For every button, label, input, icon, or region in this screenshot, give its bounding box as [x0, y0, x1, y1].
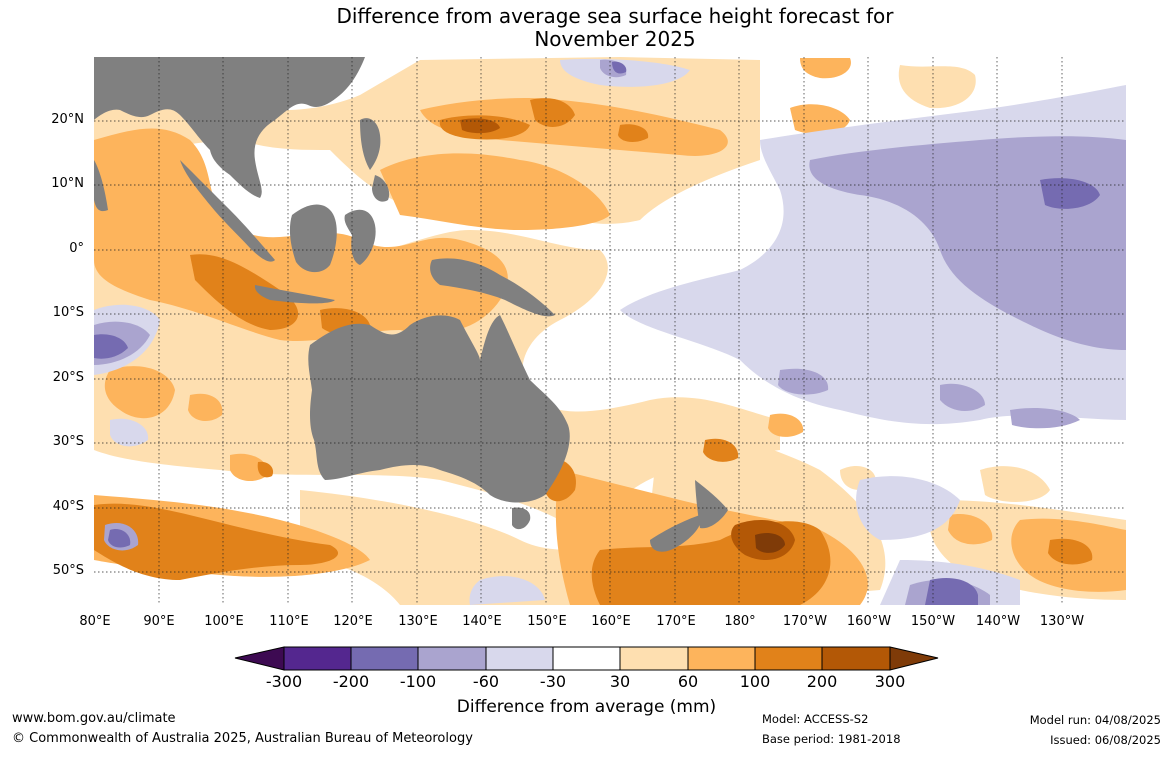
issued-date: Issued: 06/08/2025	[1050, 733, 1161, 747]
lon-label-100e: 100°E	[204, 614, 244, 629]
lon-label-170w: 170°W	[782, 614, 828, 629]
colorbar-tick: -200	[332, 672, 370, 691]
lat-label-20n: 20°N	[51, 112, 84, 127]
colorbar-tick: -300	[265, 672, 303, 691]
colorbar-tick: -60	[472, 672, 500, 691]
lat-label-40s: 40°S	[52, 499, 84, 514]
map-title-line2: November 2025	[534, 27, 696, 51]
lon-label-180: 180°	[724, 614, 756, 629]
model-name: Model: ACCESS-S2	[762, 712, 869, 726]
lon-label-90e: 90°E	[143, 614, 175, 629]
colorbar-extend-low	[234, 646, 285, 671]
graticule	[94, 57, 1126, 605]
model-run-date: Model run: 04/08/2025	[1029, 713, 1161, 727]
copyright-text: © Commonwealth of Australia 2025, Austra…	[12, 731, 473, 746]
lon-label-150w: 150°W	[910, 614, 956, 629]
lon-label-140w: 140°W	[975, 614, 1021, 629]
lon-label-80e: 80°E	[79, 614, 111, 629]
colorbar-swatch	[552, 646, 621, 671]
colorbar-tick: 60	[677, 672, 699, 691]
lat-label-50s: 50°S	[52, 563, 84, 578]
colorbar-extend-high	[889, 646, 939, 671]
map-title-line1: Difference from average sea surface heig…	[336, 4, 894, 28]
colorbar-tick: 300	[874, 672, 906, 691]
lon-label-170e: 170°E	[656, 614, 696, 629]
colorbar-swatch	[283, 646, 352, 671]
lat-label-equator: 0°	[69, 241, 84, 256]
anomaly-field	[94, 57, 1126, 605]
colorbar-swatch	[619, 646, 689, 671]
lat-label-30s: 30°S	[52, 434, 84, 449]
colorbar-tick: 200	[806, 672, 838, 691]
anomaly-above-300	[755, 533, 785, 553]
colorbar-swatch	[485, 646, 554, 671]
colorbar-swatch	[417, 646, 487, 671]
lat-label-10n: 10°N	[51, 176, 84, 191]
website-link[interactable]: www.bom.gov.au/climate	[12, 711, 176, 726]
colorbar-tick: -30	[539, 672, 567, 691]
lon-label-130w: 130°W	[1039, 614, 1085, 629]
anomaly-neg-100-200	[94, 61, 1100, 605]
colorbar-swatch	[350, 646, 419, 671]
forecast-map	[94, 57, 1126, 605]
lon-label-120e: 120°E	[333, 614, 373, 629]
lon-label-160e: 160°E	[591, 614, 631, 629]
lon-label-130e: 130°E	[398, 614, 438, 629]
lat-label-10s: 10°S	[52, 305, 84, 320]
colorbar-tick: 30	[609, 672, 631, 691]
colorbar-swatch	[821, 646, 891, 671]
lat-label-20s: 20°S	[52, 370, 84, 385]
lon-label-140e: 140°E	[462, 614, 502, 629]
colorbar-tick: -100	[399, 672, 437, 691]
base-period: Base period: 1981-2018	[762, 732, 901, 746]
colorbar-tick: 100	[739, 672, 771, 691]
colorbar-title: Difference from average (mm)	[456, 697, 717, 717]
colorbar-swatch	[687, 646, 756, 671]
lon-label-150e: 150°E	[527, 614, 567, 629]
land	[94, 57, 728, 552]
lon-label-160w: 160°W	[846, 614, 892, 629]
colorbar-swatch	[754, 646, 823, 671]
lon-label-110e: 110°E	[269, 614, 309, 629]
